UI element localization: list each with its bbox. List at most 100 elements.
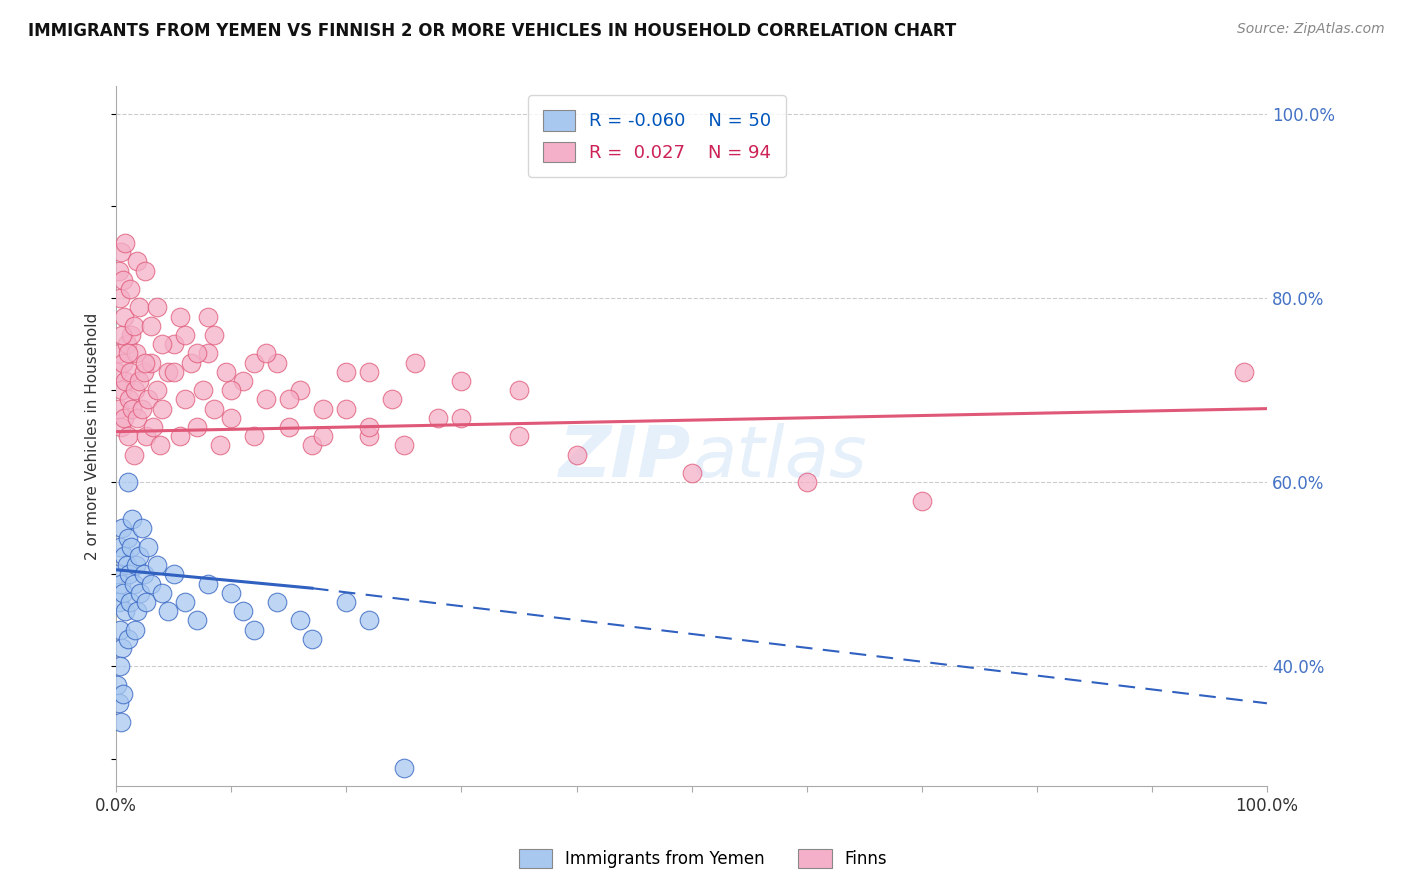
Point xyxy=(221,383,243,397)
Point xyxy=(107,595,129,609)
Point xyxy=(243,623,266,637)
Point xyxy=(112,310,135,324)
Text: atlas: atlas xyxy=(692,423,866,491)
Point xyxy=(138,540,160,554)
Point xyxy=(157,604,180,618)
Point xyxy=(120,328,142,343)
Point xyxy=(115,558,138,573)
Point xyxy=(132,567,155,582)
Point xyxy=(112,410,135,425)
Point xyxy=(121,401,143,416)
Point xyxy=(125,558,148,573)
Point xyxy=(117,475,139,490)
Point xyxy=(120,282,142,296)
Point xyxy=(112,549,135,563)
Point xyxy=(107,696,129,710)
Point xyxy=(138,392,160,407)
Point xyxy=(186,614,208,628)
Point xyxy=(129,586,152,600)
Point xyxy=(208,438,231,452)
Point xyxy=(150,337,173,351)
Point xyxy=(107,678,129,692)
Point xyxy=(107,567,129,582)
Point xyxy=(124,383,146,397)
Point xyxy=(120,595,142,609)
Point xyxy=(128,549,150,563)
Point xyxy=(202,401,225,416)
Point xyxy=(359,420,381,434)
Point xyxy=(266,355,288,369)
Point xyxy=(290,614,312,628)
Point xyxy=(125,410,148,425)
Point xyxy=(169,310,191,324)
Point xyxy=(145,383,167,397)
Point xyxy=(117,429,139,443)
Point xyxy=(108,291,131,305)
Point xyxy=(157,365,180,379)
Point xyxy=(128,301,150,315)
Point xyxy=(1233,365,1256,379)
Point xyxy=(150,586,173,600)
Point xyxy=(132,365,155,379)
Point xyxy=(392,761,415,775)
Point xyxy=(114,604,136,618)
Point xyxy=(125,346,148,360)
Point xyxy=(169,429,191,443)
Point xyxy=(174,595,197,609)
Point xyxy=(112,273,135,287)
Point xyxy=(221,410,243,425)
Point xyxy=(128,374,150,388)
Point xyxy=(135,429,157,443)
Point xyxy=(243,355,266,369)
Point xyxy=(112,355,135,369)
Point xyxy=(122,318,145,333)
Point xyxy=(142,420,165,434)
Point xyxy=(121,512,143,526)
Point xyxy=(191,383,214,397)
Point xyxy=(197,310,219,324)
Point xyxy=(335,365,357,379)
Point xyxy=(125,604,148,618)
Point xyxy=(180,355,202,369)
Point xyxy=(796,475,818,490)
Point xyxy=(145,301,167,315)
Point xyxy=(232,374,254,388)
Legend: Immigrants from Yemen, Finns: Immigrants from Yemen, Finns xyxy=(512,842,894,875)
Point xyxy=(115,337,138,351)
Point xyxy=(117,346,139,360)
Text: Source: ZipAtlas.com: Source: ZipAtlas.com xyxy=(1237,22,1385,37)
Point xyxy=(404,355,426,369)
Point xyxy=(108,540,131,554)
Point xyxy=(131,521,153,535)
Point xyxy=(266,595,288,609)
Point xyxy=(254,346,277,360)
Point xyxy=(186,420,208,434)
Point xyxy=(108,623,131,637)
Point xyxy=(114,235,136,250)
Point xyxy=(122,576,145,591)
Point xyxy=(118,567,141,582)
Point xyxy=(335,401,357,416)
Point xyxy=(111,640,134,655)
Point xyxy=(111,383,134,397)
Point xyxy=(134,263,156,277)
Point xyxy=(301,438,323,452)
Point xyxy=(243,429,266,443)
Point xyxy=(221,586,243,600)
Point xyxy=(120,540,142,554)
Point xyxy=(108,659,131,673)
Point xyxy=(254,392,277,407)
Point xyxy=(107,263,129,277)
Point xyxy=(681,466,703,480)
Point xyxy=(149,438,172,452)
Point xyxy=(117,632,139,646)
Point xyxy=(359,614,381,628)
Point xyxy=(111,328,134,343)
Point xyxy=(381,392,404,407)
Point xyxy=(145,558,167,573)
Point xyxy=(107,365,129,379)
Point xyxy=(150,401,173,416)
Point xyxy=(163,365,186,379)
Point xyxy=(565,448,588,462)
Point xyxy=(114,374,136,388)
